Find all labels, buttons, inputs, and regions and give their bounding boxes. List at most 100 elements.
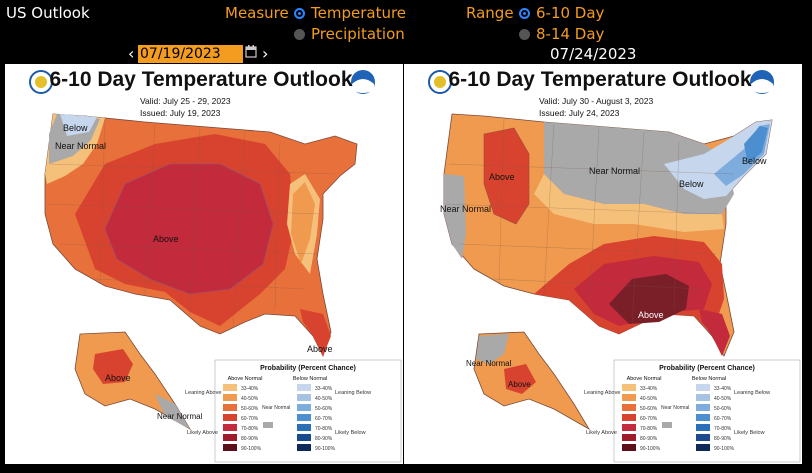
legend-swatch-below	[696, 384, 710, 391]
range-label: Range	[466, 4, 514, 22]
legend-swatch-below	[297, 404, 311, 411]
compare-date: 07/24/2023	[550, 45, 637, 63]
map-issued: Issued: July 19, 2023	[140, 108, 221, 118]
measure-label: Measure	[225, 4, 289, 22]
legend-leaning-below: Leaning Below	[335, 390, 371, 396]
state-lines	[46, 118, 336, 327]
region-label: Near Normal	[55, 141, 106, 151]
legend-near-normal: Near Normal	[661, 405, 689, 411]
noaa-cpc-logo-icon	[428, 70, 452, 94]
region-label: Above	[307, 344, 333, 354]
range-option-label: 6-10 Day	[536, 4, 605, 22]
legend-range-label: 70-80%	[640, 426, 658, 432]
legend-range-label: 80-90%	[315, 436, 333, 442]
outlook-map-right: 6-10 Day Temperature Outlook Valid: July…	[428, 68, 801, 463]
legend-swatch-above	[223, 414, 237, 421]
legend-swatch-above	[223, 404, 237, 411]
region-label: Above	[153, 234, 179, 244]
region-label: Near Normal	[589, 166, 640, 176]
radio-selected-icon	[294, 7, 305, 19]
measure-option-label: Precipitation	[311, 25, 405, 43]
legend-swatch-above	[223, 384, 237, 391]
region-label: Below	[679, 179, 704, 189]
legend-range-label: 33-40%	[315, 386, 333, 392]
legend-swatch-below	[297, 394, 311, 401]
map-panel-left: 6-10 Day Temperature Outlook Valid: July…	[5, 64, 403, 464]
state-lines	[445, 118, 735, 327]
legend-range-label: 90-100%	[640, 446, 661, 452]
legend-swatch-above	[622, 394, 636, 401]
legend-range-label: 50-60%	[714, 406, 732, 412]
legend-swatch-above	[223, 424, 237, 431]
legend-range-label: 60-70%	[315, 416, 333, 422]
calendar-icon[interactable]	[245, 45, 259, 61]
legend-above-header: Above Normal	[627, 376, 662, 382]
legend-swatch-below	[696, 404, 710, 411]
legend-range-label: 70-80%	[315, 426, 333, 432]
map-panel-right: 6-10 Day Temperature Outlook Valid: July…	[404, 64, 802, 464]
range-option-8-14[interactable]: 8-14 Day	[519, 25, 604, 43]
legend-swatch-below	[696, 394, 710, 401]
legend-range-label: 90-100%	[714, 446, 735, 452]
legend-range-label: 50-60%	[241, 406, 259, 412]
legend-swatch-below	[297, 424, 311, 431]
legend-range-label: 90-100%	[241, 446, 262, 452]
legend-range-label: 33-40%	[241, 386, 259, 392]
radio-unselected-icon	[519, 28, 530, 40]
legend-leaning-above: Leaning Above	[185, 390, 221, 396]
legend-title: Probability (Percent Chance)	[260, 365, 356, 372]
legend-swatch-above	[223, 394, 237, 401]
legend-below-header: Below Normal	[692, 376, 726, 382]
prev-date-arrow-icon[interactable]: ‹	[128, 44, 135, 63]
legend-range-label: 80-90%	[241, 436, 259, 442]
toolbar: US Outlook Measure Temperature Precipita…	[0, 0, 812, 64]
region-label: Above	[508, 380, 531, 389]
legend-range-label: 40-50%	[640, 396, 658, 402]
range-option-6-10[interactable]: 6-10 Day	[519, 4, 604, 22]
legend-range-label: 40-50%	[315, 396, 333, 402]
legend-range-label: 70-80%	[714, 426, 732, 432]
region-label: Above	[638, 310, 664, 320]
radio-unselected-icon	[294, 28, 305, 40]
map-title: 6-10 Day Temperature Outlook	[49, 68, 352, 91]
legend-below-header: Below Normal	[293, 376, 327, 382]
next-date-arrow-icon[interactable]: ›	[262, 44, 269, 63]
legend-swatch-above	[223, 434, 237, 441]
legend-title: Probability (Percent Chance)	[659, 365, 755, 372]
measure-option-label: Temperature	[311, 4, 407, 22]
map-title: 6-10 Day Temperature Outlook	[448, 68, 751, 91]
legend-likely-below: Likely Below	[335, 430, 366, 436]
legend-range-label: 80-90%	[640, 436, 658, 442]
noaa-cpc-logo-icon	[29, 70, 53, 94]
map-issued: Issued: July 24, 2023	[539, 108, 620, 118]
legend-swatch-above	[622, 404, 636, 411]
measure-option-temperature[interactable]: Temperature	[294, 4, 406, 22]
noaa-logo-icon	[750, 70, 774, 94]
legend-range-label: 50-60%	[640, 406, 658, 412]
legend-likely-above: Likely Above	[586, 430, 617, 436]
outlook-map-left: 6-10 Day Temperature Outlook Valid: July…	[29, 68, 402, 463]
legend-range-label: 60-70%	[640, 416, 658, 422]
legend-swatch-below	[297, 444, 311, 451]
legend-range-label: 33-40%	[640, 386, 658, 392]
legend-likely-below: Likely Below	[734, 430, 765, 436]
legend-swatch-above	[223, 444, 237, 451]
measure-option-precipitation[interactable]: Precipitation	[294, 25, 405, 43]
legend-range-label: 70-80%	[241, 426, 259, 432]
legend-range-label: 33-40%	[714, 386, 732, 392]
range-option-label: 8-14 Day	[536, 25, 605, 43]
region-label: Above	[105, 373, 131, 383]
legend-range-label: 60-70%	[714, 416, 732, 422]
legend-leaning-below: Leaning Below	[734, 390, 770, 396]
legend-range-label: 50-60%	[315, 406, 333, 412]
legend-range-label: 60-70%	[241, 416, 259, 422]
legend-swatch-above	[622, 424, 636, 431]
date-input[interactable]: 07/19/2023	[138, 45, 243, 63]
legend-swatch-above	[622, 414, 636, 421]
legend-swatch-below	[297, 414, 311, 421]
legend-range-label: 90-100%	[315, 446, 336, 452]
legend-swatch-below	[696, 444, 710, 451]
map-legend: Probability (Percent Chance) Above Norma…	[185, 359, 402, 463]
legend-swatch-below	[696, 424, 710, 431]
map-valid: Valid: July 25 - 29, 2023	[140, 96, 231, 106]
